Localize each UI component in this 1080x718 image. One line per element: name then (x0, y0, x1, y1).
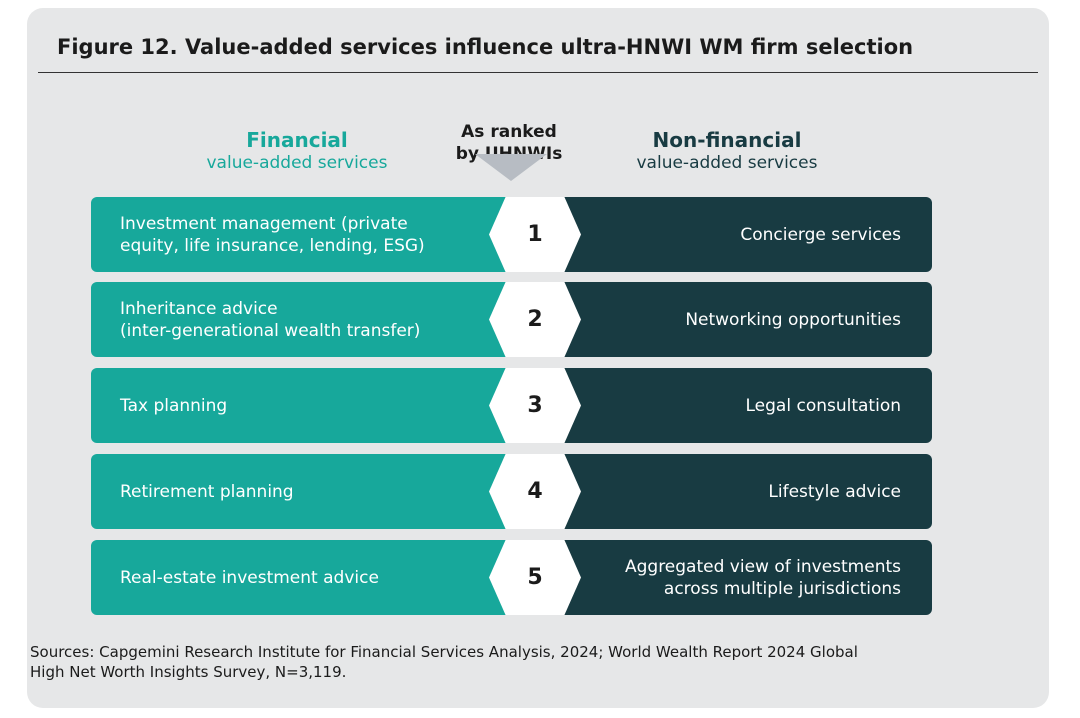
rank-badge (489, 282, 581, 357)
nonfinancial-service-label: Networking opportunities (685, 309, 901, 330)
nonfinancial-service-cell (511, 368, 932, 443)
rank-number: 2 (527, 307, 543, 332)
financial-service-cell (91, 282, 511, 357)
nonfinancial-header-title: Non-financial (652, 128, 802, 152)
financial-service-label: Retirement planning (120, 481, 294, 502)
rank-number: 5 (527, 565, 543, 590)
sources-note: Sources: Capgemini Research Institute fo… (30, 643, 858, 681)
financial-header-subtitle: value-added services (206, 153, 388, 173)
nonfinancial-service-cell (511, 197, 932, 272)
financial-service-cell (91, 197, 511, 272)
rank-badge (489, 540, 581, 615)
financial-service-cell (91, 454, 511, 529)
ranking-row: 1 Investment management (private equity,… (91, 197, 932, 272)
rank-badge (489, 197, 581, 272)
ranking-row: 3 Tax planning Legal consultation (91, 368, 932, 443)
title-divider (38, 72, 1038, 73)
rank-badge (489, 368, 581, 443)
rank-down-arrow-icon (475, 154, 547, 181)
financial-service-cell (91, 368, 511, 443)
financial-service-label: Investment management (private equity, l… (120, 213, 425, 256)
financial-service-label: Tax planning (120, 395, 228, 416)
financial-header: Financial value-added services (172, 128, 422, 174)
nonfinancial-service-cell (511, 540, 932, 615)
nonfinancial-service-label: Lifestyle advice (768, 481, 901, 502)
ranking-row: 2 Inheritance advice (inter-generational… (91, 282, 932, 357)
nonfinancial-service-label: Legal consultation (745, 395, 902, 416)
nonfinancial-service-cell (511, 454, 932, 529)
rank-number: 3 (527, 393, 543, 418)
nonfinancial-service-label: Concierge services (740, 224, 901, 245)
rank-number: 4 (527, 479, 543, 504)
financial-service-cell (91, 540, 511, 615)
financial-header-title: Financial (246, 128, 348, 152)
financial-service-label: Inheritance advice (inter-generational w… (120, 298, 421, 341)
nonfinancial-service-cell (511, 282, 932, 357)
rank-badge (489, 454, 581, 529)
figure-title: Figure 12. Value-added services influenc… (57, 35, 914, 59)
ranking-row: 4 Retirement planning Lifestyle advice (91, 454, 932, 529)
nonfinancial-service-label: Aggregated view of investments across mu… (624, 556, 901, 599)
ranking-row: 5 Real-estate investment advice Aggregat… (91, 540, 932, 615)
nonfinancial-header-subtitle: value-added services (636, 153, 818, 173)
financial-service-label: Real-estate investment advice (120, 567, 379, 588)
nonfinancial-header: Non-financial value-added services (592, 128, 862, 174)
rank-number: 1 (527, 222, 543, 247)
